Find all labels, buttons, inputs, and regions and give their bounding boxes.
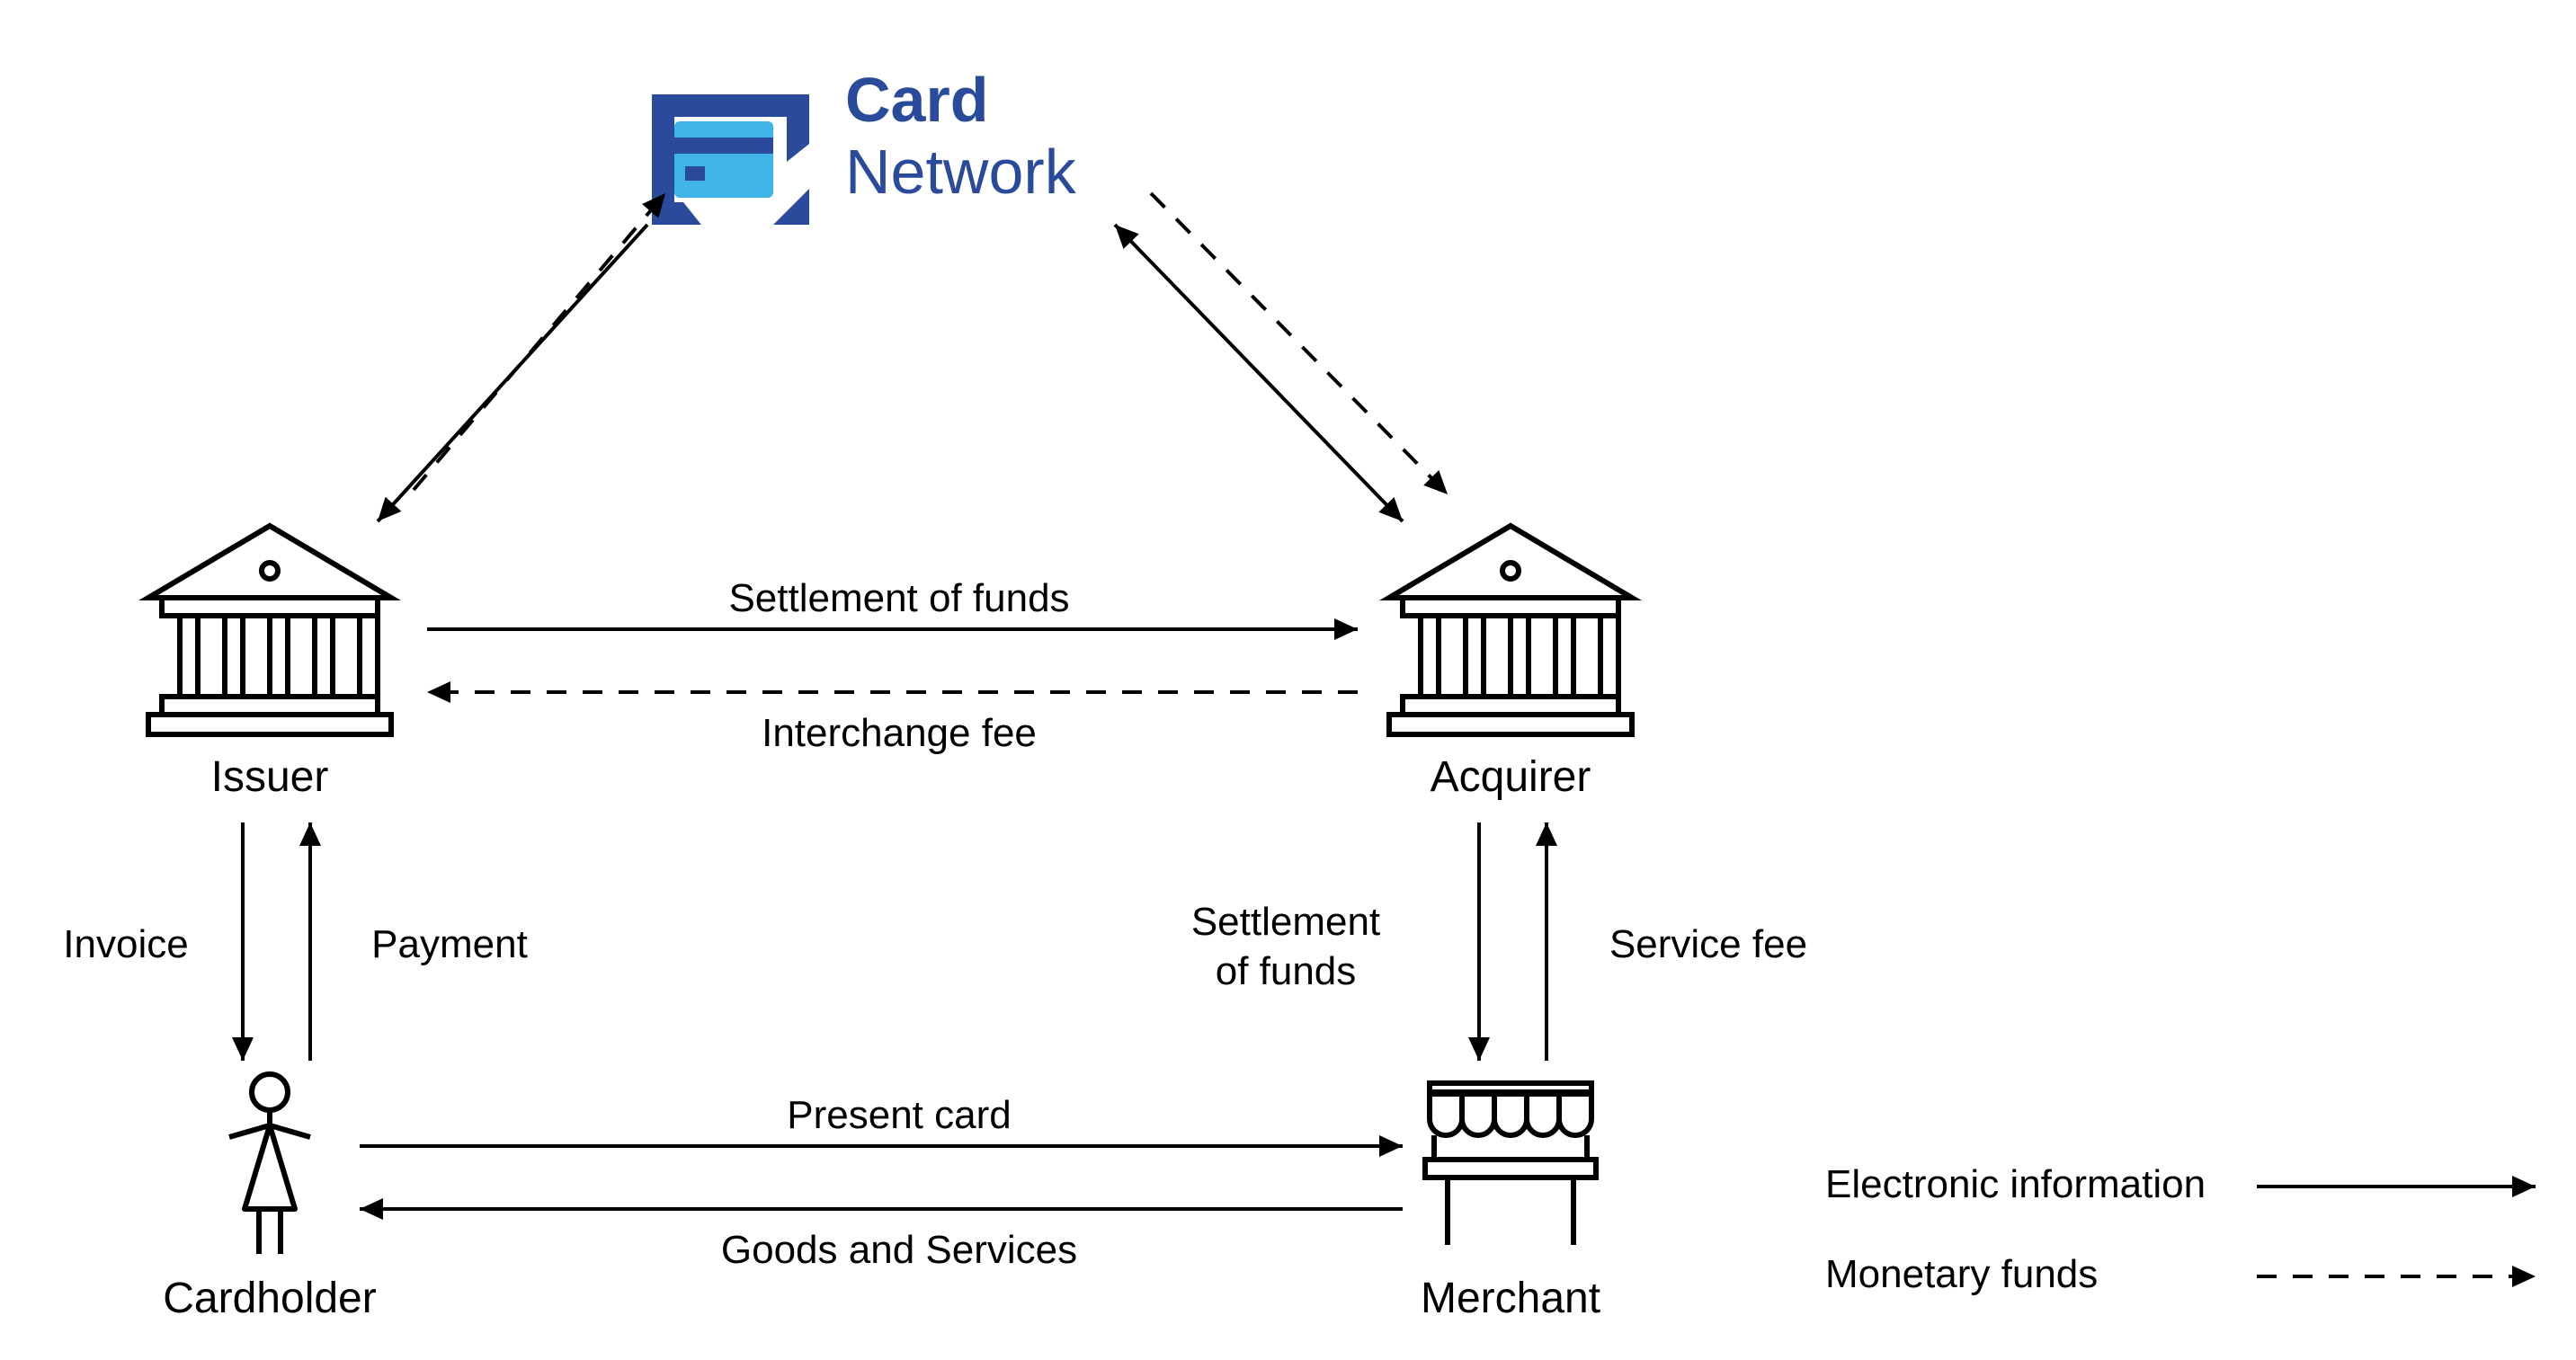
cardholder-icon: [229, 1074, 310, 1254]
payment-label: Payment: [371, 922, 528, 966]
issuer-to-network-dashed: [414, 193, 665, 490]
legend-monetary-line: [2257, 1266, 2536, 1287]
acquirer-to-network-dashed: [1151, 193, 1448, 494]
present-card-label: Present card: [787, 1093, 1011, 1137]
invoice-label: Invoice: [63, 922, 188, 966]
card-network-label-2: Network: [845, 137, 1077, 207]
payment: [299, 822, 321, 1061]
service-fee: [1536, 822, 1557, 1061]
issuer-label: Issuer: [211, 753, 329, 801]
settlement-am-label: Settlement: [1191, 900, 1380, 944]
cardholder-label: Cardholder: [163, 1275, 376, 1322]
interchange-fee: [427, 681, 1358, 703]
acquirer-label: Acquirer: [1431, 753, 1591, 801]
merchant-label: Merchant: [1421, 1275, 1600, 1322]
legend-electronic-label: Electronic information: [1825, 1162, 2206, 1206]
interchange-fee-label: Interchange fee: [762, 711, 1037, 755]
acquirer-icon: [1389, 526, 1632, 734]
card-network-label-1: Card: [845, 65, 988, 135]
goods-services: [360, 1198, 1403, 1220]
acquirer-to-network-solid: [1115, 225, 1403, 521]
merchant-icon: [1425, 1083, 1596, 1245]
card-network-icon: [652, 94, 809, 225]
service-fee-label: Service fee: [1609, 922, 1807, 966]
settlement-am: [1468, 822, 1490, 1061]
legend-monetary-label: Monetary funds: [1825, 1252, 2098, 1296]
settlement-of-funds-ia-label: Settlement of funds: [728, 576, 1069, 620]
settlement-of-funds-ia: [427, 618, 1358, 640]
invoice: [232, 822, 254, 1061]
settlement-am-label2: of funds: [1216, 949, 1357, 993]
legend-electronic-line: [2257, 1176, 2536, 1197]
issuer-icon: [148, 526, 391, 734]
goods-services-label: Goods and Services: [721, 1228, 1077, 1272]
present-card: [360, 1135, 1403, 1157]
